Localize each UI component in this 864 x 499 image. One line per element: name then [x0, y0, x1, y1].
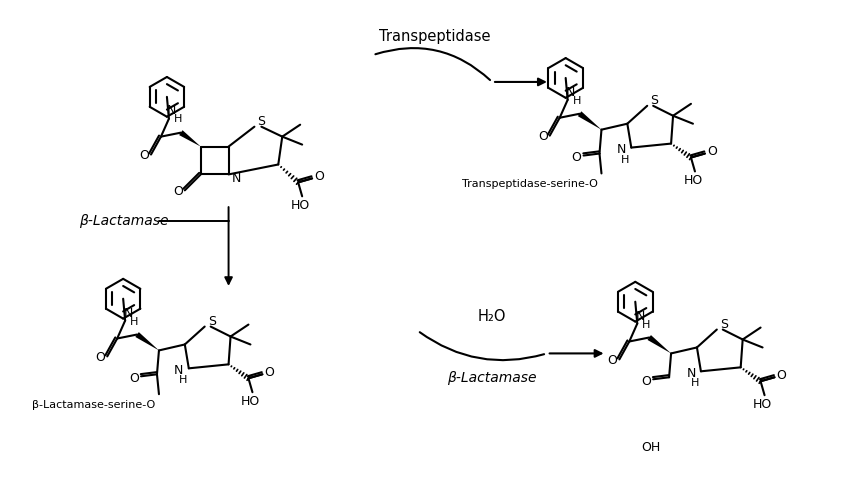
Text: O: O — [607, 354, 618, 367]
Text: β-Lactamase: β-Lactamase — [79, 214, 168, 228]
Text: O: O — [139, 149, 149, 162]
Text: H: H — [690, 378, 699, 388]
Text: OH: OH — [642, 442, 661, 455]
Text: N: N — [617, 143, 626, 156]
Text: β-Lactamase: β-Lactamase — [448, 371, 537, 385]
Text: H: H — [174, 114, 182, 124]
Text: O: O — [641, 375, 651, 388]
Text: N: N — [636, 310, 645, 323]
Text: S: S — [651, 94, 658, 107]
Text: H: H — [642, 319, 651, 329]
Text: N: N — [686, 367, 696, 380]
Text: S: S — [207, 315, 216, 328]
Text: O: O — [95, 351, 105, 364]
Text: O: O — [173, 185, 183, 198]
Text: S: S — [257, 115, 265, 128]
Text: O: O — [777, 369, 786, 382]
Polygon shape — [647, 335, 671, 353]
Text: N: N — [168, 104, 176, 117]
Text: S: S — [720, 318, 727, 331]
Text: H: H — [573, 96, 581, 106]
Text: Transpeptidase-serine-O: Transpeptidase-serine-O — [461, 179, 598, 189]
Text: O: O — [314, 170, 324, 183]
Text: H: H — [179, 375, 187, 385]
Text: O: O — [129, 372, 139, 385]
Text: O: O — [707, 145, 717, 158]
Text: H₂O: H₂O — [478, 309, 506, 324]
Polygon shape — [136, 332, 159, 350]
Text: HO: HO — [241, 395, 260, 408]
Text: β-Lactamase-serine-O: β-Lactamase-serine-O — [32, 400, 155, 410]
Text: N: N — [232, 172, 241, 185]
Text: O: O — [538, 130, 548, 143]
Polygon shape — [179, 130, 200, 147]
Text: H: H — [130, 316, 138, 327]
Text: HO: HO — [683, 174, 702, 187]
Text: N: N — [124, 307, 133, 320]
Text: HO: HO — [753, 398, 772, 411]
Text: H: H — [621, 155, 630, 165]
Text: O: O — [264, 366, 274, 379]
Polygon shape — [578, 111, 601, 130]
Text: Transpeptidase: Transpeptidase — [378, 29, 490, 44]
Text: N: N — [175, 364, 183, 377]
Text: N: N — [566, 86, 575, 99]
Text: HO: HO — [290, 199, 310, 212]
Text: O: O — [572, 151, 581, 164]
